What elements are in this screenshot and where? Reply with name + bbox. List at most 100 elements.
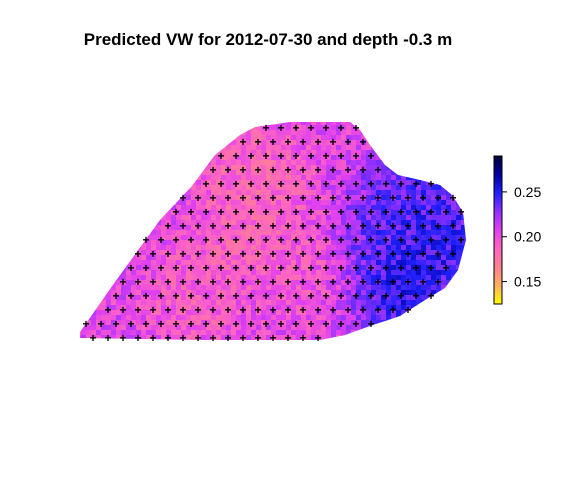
raster-cell bbox=[196, 280, 202, 286]
raster-cell bbox=[356, 200, 362, 206]
raster-cell bbox=[406, 265, 412, 271]
raster-cell bbox=[351, 145, 357, 151]
raster-cell bbox=[326, 260, 332, 266]
raster-cell bbox=[391, 305, 397, 311]
raster-cell bbox=[196, 305, 202, 311]
raster-cell bbox=[151, 290, 157, 296]
raster-cell bbox=[176, 245, 182, 251]
sample-point-marker: + bbox=[232, 233, 239, 247]
raster-cell bbox=[336, 305, 342, 311]
sample-point-marker: + bbox=[434, 191, 441, 205]
raster-cell bbox=[371, 260, 377, 266]
sample-point-marker: + bbox=[292, 205, 299, 219]
raster-cell bbox=[361, 230, 367, 236]
raster-cell bbox=[356, 130, 362, 136]
sample-point-marker: + bbox=[97, 317, 104, 331]
sample-point-marker: + bbox=[157, 317, 164, 331]
raster-cell bbox=[116, 320, 122, 326]
sample-point-marker: + bbox=[322, 317, 329, 331]
raster-cell bbox=[326, 155, 332, 161]
raster-cell bbox=[316, 305, 322, 311]
sample-point-marker: + bbox=[412, 177, 419, 191]
raster-cell bbox=[151, 315, 157, 321]
raster-cell bbox=[221, 315, 227, 321]
raster-cell bbox=[361, 285, 367, 291]
raster-cell bbox=[316, 285, 322, 291]
raster-cell bbox=[431, 285, 437, 291]
raster-cell bbox=[206, 240, 212, 246]
raster-cell bbox=[116, 310, 122, 316]
raster-cell bbox=[396, 300, 402, 306]
raster-cell bbox=[281, 325, 287, 331]
raster-cell bbox=[211, 325, 217, 331]
raster-cell bbox=[461, 235, 466, 241]
raster-cell bbox=[356, 285, 362, 291]
raster-cell bbox=[176, 235, 182, 241]
raster-cell bbox=[326, 150, 332, 156]
raster-cell bbox=[396, 215, 402, 221]
raster-cell bbox=[426, 240, 432, 246]
raster-cell bbox=[216, 255, 222, 261]
raster-cell bbox=[306, 245, 312, 251]
raster-cell bbox=[226, 335, 232, 340]
sample-point-marker: + bbox=[397, 233, 404, 247]
raster-cell bbox=[196, 270, 202, 276]
raster-cell bbox=[251, 210, 257, 216]
raster-cell bbox=[301, 280, 307, 286]
raster-cell bbox=[436, 210, 442, 216]
raster-cell bbox=[361, 320, 367, 326]
raster-cell bbox=[301, 290, 307, 296]
raster-cell bbox=[356, 235, 362, 241]
raster-cell bbox=[446, 270, 452, 276]
raster-cell bbox=[321, 305, 327, 311]
raster-cell bbox=[366, 200, 372, 206]
raster-cell bbox=[236, 330, 242, 336]
raster-cell bbox=[176, 295, 182, 301]
raster-cell bbox=[431, 275, 437, 281]
raster-cell bbox=[256, 280, 262, 286]
raster-cell bbox=[186, 235, 192, 241]
sample-point-marker: + bbox=[209, 191, 216, 205]
raster-cell bbox=[441, 205, 447, 211]
raster-cell bbox=[421, 215, 427, 221]
raster-cell bbox=[311, 180, 317, 186]
raster-cell bbox=[256, 255, 262, 261]
raster-cell bbox=[261, 260, 267, 266]
raster-cell bbox=[181, 245, 187, 251]
raster-cell bbox=[251, 170, 257, 176]
sample-point-marker: + bbox=[134, 331, 141, 345]
raster-cell bbox=[336, 205, 342, 211]
raster-cell bbox=[401, 280, 407, 286]
raster-cell bbox=[186, 335, 192, 340]
sample-point-marker: + bbox=[367, 317, 374, 331]
raster-cell bbox=[186, 320, 192, 326]
raster-cell bbox=[311, 295, 317, 301]
sample-point-marker: + bbox=[442, 233, 449, 247]
raster-cell bbox=[416, 265, 422, 271]
raster-cell bbox=[281, 180, 287, 186]
raster-cell bbox=[281, 315, 287, 321]
raster-cell bbox=[246, 195, 252, 201]
raster-cell bbox=[301, 180, 307, 186]
raster-cell bbox=[201, 255, 207, 261]
raster-cell bbox=[186, 270, 192, 276]
raster-cell bbox=[351, 205, 357, 211]
sample-point-marker: + bbox=[277, 261, 284, 275]
raster-cell bbox=[111, 335, 117, 340]
raster-cell bbox=[201, 335, 207, 340]
sample-point-marker: + bbox=[307, 177, 314, 191]
raster-cell bbox=[231, 230, 237, 236]
raster-cell bbox=[266, 160, 272, 166]
raster-cell bbox=[371, 240, 377, 246]
raster-cell bbox=[171, 265, 177, 271]
raster-cell bbox=[451, 195, 457, 201]
raster-cell bbox=[311, 170, 317, 176]
raster-cell bbox=[276, 235, 282, 241]
raster-cell bbox=[146, 325, 152, 331]
raster-cell bbox=[211, 235, 217, 241]
raster-cell bbox=[331, 275, 337, 281]
raster-cell bbox=[236, 240, 242, 246]
raster-cell bbox=[291, 155, 297, 161]
raster-cell bbox=[376, 255, 382, 261]
raster-cell bbox=[106, 310, 112, 316]
